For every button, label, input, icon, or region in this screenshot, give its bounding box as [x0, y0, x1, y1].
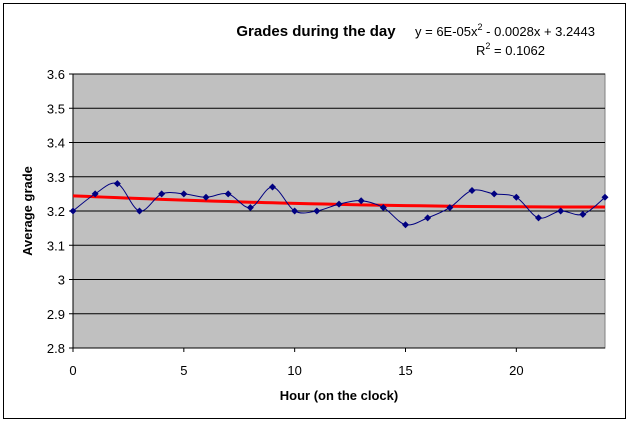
- r-squared-part: = 0.1062: [490, 43, 545, 58]
- marker: [579, 210, 587, 218]
- marker: [490, 190, 498, 198]
- marker: [379, 204, 387, 212]
- x-axis-label: Hour (on the clock): [280, 388, 398, 403]
- y-tick-label: 3.1: [47, 238, 65, 253]
- marker: [136, 207, 143, 215]
- x-tick-label: 20: [509, 363, 523, 378]
- x-tick-label: 5: [180, 363, 187, 378]
- marker: [557, 207, 565, 215]
- marker: [224, 190, 232, 198]
- marker: [446, 204, 454, 212]
- marker: [180, 190, 188, 198]
- marker: [246, 204, 254, 212]
- chart-title: Grades during the day: [236, 23, 396, 40]
- marker: [402, 221, 409, 229]
- r-squared-sup: 2: [485, 41, 490, 51]
- trendline-equation: y = 6E-05x2 - 0.0028x + 3.2443: [415, 22, 595, 39]
- y-tick-label: 2.8: [47, 341, 65, 356]
- equation-part: - 0.0028x + 3.2443: [483, 24, 595, 39]
- equation-part: y = 6E-05x: [415, 24, 478, 39]
- marker: [313, 207, 321, 215]
- r-squared-part: R: [476, 43, 485, 58]
- x-tick-label: 10: [287, 363, 301, 378]
- x-tick-label: 0: [69, 363, 76, 378]
- equation-sup: 2: [478, 22, 483, 32]
- marker: [91, 190, 99, 198]
- marker: [535, 214, 542, 222]
- y-tick-label: 3.2: [47, 204, 65, 219]
- y-tick-label: 3.3: [47, 170, 65, 185]
- marker: [357, 197, 365, 205]
- marker: [335, 200, 343, 208]
- x-tick-label: 15: [398, 363, 412, 378]
- y-axis-label: Average grade: [20, 166, 35, 256]
- marker: [291, 207, 299, 215]
- marker: [269, 183, 276, 191]
- y-tick-label: 3.5: [47, 101, 65, 116]
- marker: [69, 207, 77, 215]
- marker: [468, 186, 476, 194]
- r-squared: R2 = 0.1062: [476, 41, 545, 58]
- marker: [113, 180, 121, 188]
- y-tick-label: 2.9: [47, 307, 65, 322]
- y-tick-label: 3: [58, 273, 65, 288]
- marker: [512, 193, 520, 201]
- marker: [158, 190, 166, 198]
- marker: [202, 193, 210, 201]
- y-tick-label: 3.6: [47, 67, 65, 82]
- marker: [424, 214, 432, 222]
- marker: [601, 193, 609, 201]
- y-tick-label: 3.4: [47, 136, 65, 151]
